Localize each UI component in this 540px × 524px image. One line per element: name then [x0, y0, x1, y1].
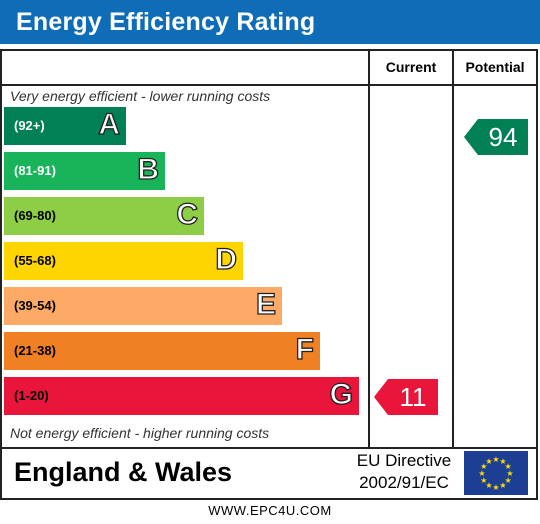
eu-star-icon: ★	[499, 481, 506, 490]
band-g-letter: G	[329, 377, 354, 411]
eu-star-icon: ★	[506, 469, 513, 478]
band-e: (39-54) E	[4, 287, 282, 325]
eu-star-icon: ★	[480, 476, 487, 485]
current-column-header: Current	[385, 59, 437, 75]
eu-star-icon: ★	[499, 457, 506, 466]
rating-chart: Current Potential Very energy efficient …	[0, 49, 538, 500]
potential-rating-value: 94	[488, 122, 518, 152]
current-rating-arrow: 11	[374, 379, 438, 415]
eu-star-icon: ★	[505, 462, 512, 471]
band-f-range: (21-38)	[14, 343, 56, 358]
potential-column-header: Potential	[465, 59, 525, 75]
eu-directive: EU Directive 2002/91/EC	[348, 450, 460, 494]
band-f-letter: F	[295, 332, 315, 366]
band-b-range: (81-91)	[14, 163, 56, 178]
eu-star-icon: ★	[485, 481, 492, 490]
eu-flag-icon: ★ ★ ★ ★ ★ ★ ★ ★ ★ ★ ★ ★	[464, 451, 528, 495]
band-f: (21-38) F	[4, 332, 320, 370]
band-g: (1-20) G	[4, 377, 359, 415]
band-b: (81-91) B	[4, 152, 165, 190]
eu-star-icon: ★	[505, 476, 512, 485]
eu-directive-line1: EU Directive	[356, 451, 452, 470]
band-c: (69-80) C	[4, 197, 204, 235]
band-g-range: (1-20)	[14, 388, 49, 403]
eu-star-icon: ★	[492, 483, 499, 492]
potential-column-divider	[452, 51, 454, 449]
band-a-letter: A	[98, 107, 121, 141]
band-a: (92+) A	[4, 107, 126, 145]
eu-star-icon: ★	[480, 462, 487, 471]
current-rating-value: 11	[399, 382, 427, 412]
country-label: England & Wales	[14, 457, 233, 487]
eu-directive-line2: 2002/91/EC	[359, 473, 449, 492]
header-divider	[2, 84, 536, 86]
website-url: WWW.EPC4U.COM	[208, 503, 332, 518]
band-d-range: (55-68)	[14, 253, 56, 268]
current-column-divider	[368, 51, 370, 449]
top-caption: Very energy efficient - lower running co…	[10, 88, 271, 104]
footer-divider	[2, 447, 536, 449]
band-d-letter: D	[215, 242, 238, 276]
band-c-range: (69-80)	[14, 208, 56, 223]
band-d: (55-68) D	[4, 242, 243, 280]
page-title: Energy Efficiency Rating	[0, 0, 540, 44]
band-c-letter: C	[176, 197, 199, 231]
eu-star-icon: ★	[485, 457, 492, 466]
eu-star-icon: ★	[492, 455, 499, 464]
bottom-caption: Not energy efficient - higher running co…	[10, 425, 270, 441]
band-e-range: (39-54)	[14, 298, 56, 313]
band-a-range: (92+)	[14, 118, 45, 133]
eu-star-icon: ★	[478, 469, 485, 478]
band-e-letter: E	[255, 287, 276, 321]
potential-rating-arrow: 94	[464, 119, 528, 155]
band-b-letter: B	[137, 152, 160, 186]
